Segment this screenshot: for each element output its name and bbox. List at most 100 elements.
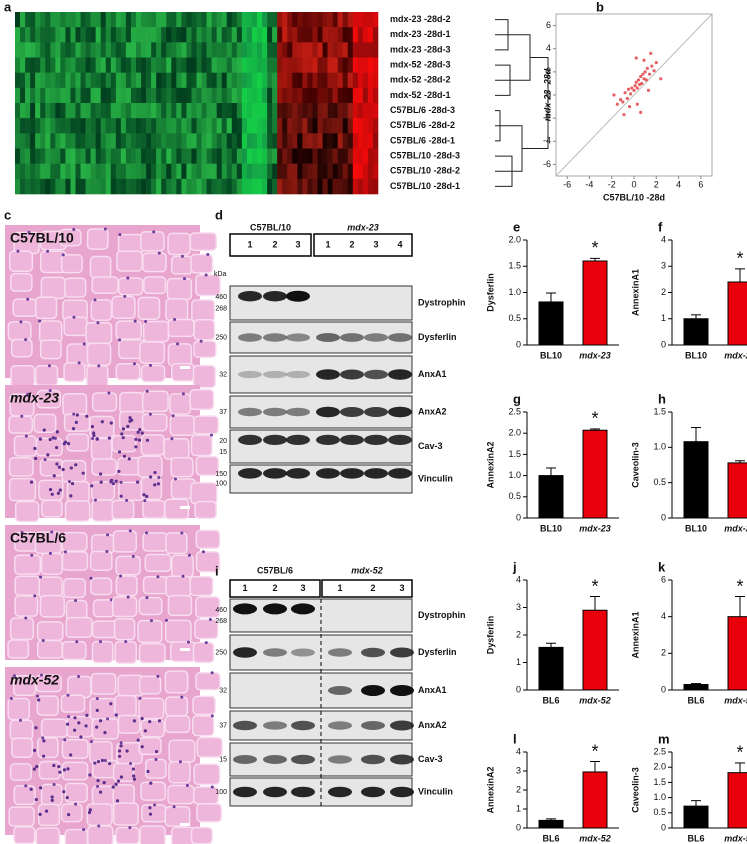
heatmap-cell [115,163,122,180]
heatmap-cell [95,163,102,180]
fiber [165,532,188,555]
infiltrate [153,470,157,475]
fiber [37,803,61,827]
heatmap-cell [35,118,41,134]
nucleus [74,598,78,602]
bar [727,772,747,829]
heatmap-cell [267,27,273,43]
heatmap-cell [171,118,177,134]
fiber [190,253,214,274]
heatmap-cell [322,42,328,58]
fiber [66,433,89,452]
row-label: mdx-23 -28d-2 [390,14,451,24]
heatmap-cell [141,27,147,43]
y-tick-label: 1.0 [508,470,521,480]
heatmap-cell [20,72,26,89]
infiltrate [34,726,38,730]
heatmap-cell [55,12,61,28]
marker-label: 32 [219,371,227,378]
infiltrate [148,812,153,816]
heatmap-cell [100,57,107,73]
heatmap-cell [367,27,374,43]
heatmap-cell [146,103,152,119]
heatmap-cell [226,42,233,58]
heatmap-cell [35,57,41,73]
fiber [115,555,141,576]
fiber [137,455,163,478]
infiltrate [114,713,118,717]
nucleus [185,783,189,787]
infiltrate [95,437,99,441]
heatmap-cell [357,57,364,73]
heatmap-cell [327,133,333,149]
bar [582,429,608,519]
infiltrate [131,767,135,771]
heatmap-cell [80,87,86,104]
heatmap-cell [206,72,212,89]
heatmap-cell [176,72,182,89]
infiltrate [88,808,92,812]
heatmap-cell [45,148,51,164]
heatmap-cell [312,12,318,28]
band [340,407,364,417]
nucleus [89,740,93,744]
heatmap-cell [35,42,41,58]
heatmap-cell [171,12,177,28]
heatmap-cell [100,87,107,104]
heatmap-cell [50,163,56,180]
heatmap-cell [151,72,157,89]
heatmap-cell [206,103,212,119]
heatmap-cell [166,57,172,73]
heatmap-cell [277,87,283,104]
heatmap-cell [302,87,308,104]
heatmap-cell [342,72,349,89]
heatmap-cell [322,12,328,28]
infiltrate [98,719,103,723]
point [646,88,651,92]
fiber [164,806,191,827]
heatmap-cell [151,12,157,28]
heatmap-cell [362,72,369,89]
infiltrate [50,798,54,802]
bar [538,475,564,519]
infiltrate [95,725,99,729]
nucleus [172,805,176,809]
heatmap-cell [196,103,202,119]
heatmap-cell [95,148,102,164]
heatmap-cell [171,42,177,58]
heatmap-cell [40,42,46,58]
band [364,333,388,342]
heatmap-cell [35,12,41,28]
image-label: mdx-52 [10,672,59,688]
nucleus [103,227,107,231]
heatmap-cell [181,87,187,104]
lane-label: 3 [399,583,404,593]
infiltrate [156,482,161,486]
heatmap-cell [282,133,288,149]
heatmap-cell [136,133,142,149]
heatmap-cell [90,118,96,134]
heatmap-cell [297,72,303,89]
heatmap-cell [246,148,253,164]
heatmap-cell [90,57,96,73]
nucleus [181,392,185,396]
fiber [138,596,163,616]
infiltrate [58,488,62,492]
heatmap-cell [15,133,21,149]
heatmap-cell [151,163,157,180]
band [388,434,412,446]
y-axis-label: Caveolin-3 [630,767,640,813]
heatmap-cell [181,27,187,43]
nucleus [176,342,180,346]
heatmap-cell [287,178,293,195]
fiber [119,391,145,415]
y-tick-label: 2 [661,287,666,297]
fiber [91,499,115,522]
nucleus [180,254,184,258]
heatmap-cell [287,87,293,104]
fiber [190,482,218,505]
fiber [111,499,135,520]
heatmap-cell [25,133,31,149]
nucleus [206,252,210,256]
heatmap-cell [20,118,26,134]
